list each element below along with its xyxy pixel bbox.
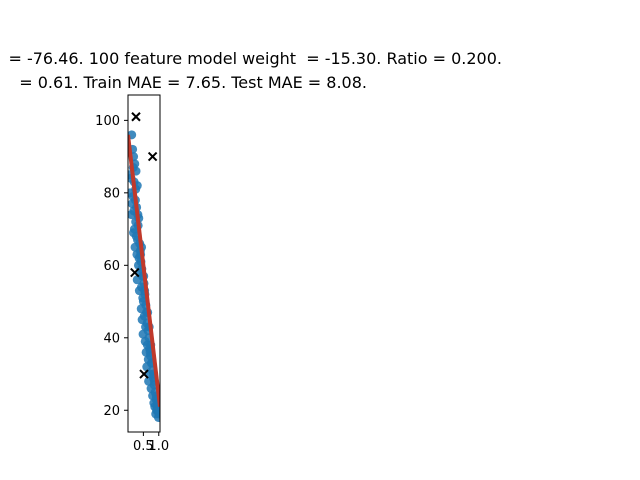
chart-title-line-2: = 0.61. Train MAE = 7.65. Test MAE = 8.0…: [19, 73, 367, 92]
y-tick-label: 20: [103, 404, 120, 419]
x-tick-label: 0.5: [133, 439, 154, 454]
test-point: [139, 369, 149, 379]
plot-area: [128, 112, 160, 423]
y-tick-label: 60: [103, 259, 120, 274]
x-tick-label: 1.0: [148, 439, 169, 454]
chart-title-line-1: = -76.46. 100 feature model weight = -15…: [8, 49, 502, 68]
test-point: [131, 112, 141, 122]
test-point-stroke: [130, 267, 140, 278]
test-point-stroke: [139, 369, 149, 379]
train-point: [153, 413, 160, 423]
test-point: [147, 151, 158, 162]
plot-marks: [128, 112, 160, 423]
test-point: [130, 267, 140, 278]
plot-frame: [127, 94, 161, 433]
y-tick-label: 80: [103, 186, 120, 201]
test-point-stroke: [147, 151, 158, 162]
train-point: [128, 210, 136, 220]
y-tick-label: 100: [95, 114, 120, 129]
fit-line: [128, 134, 160, 407]
test-point-stroke: [131, 112, 141, 122]
y-tick-label: 40: [103, 331, 120, 346]
axis-ticks: 20 40 60 80 100 0.51.0: [95, 114, 169, 454]
train-point: [152, 405, 160, 415]
